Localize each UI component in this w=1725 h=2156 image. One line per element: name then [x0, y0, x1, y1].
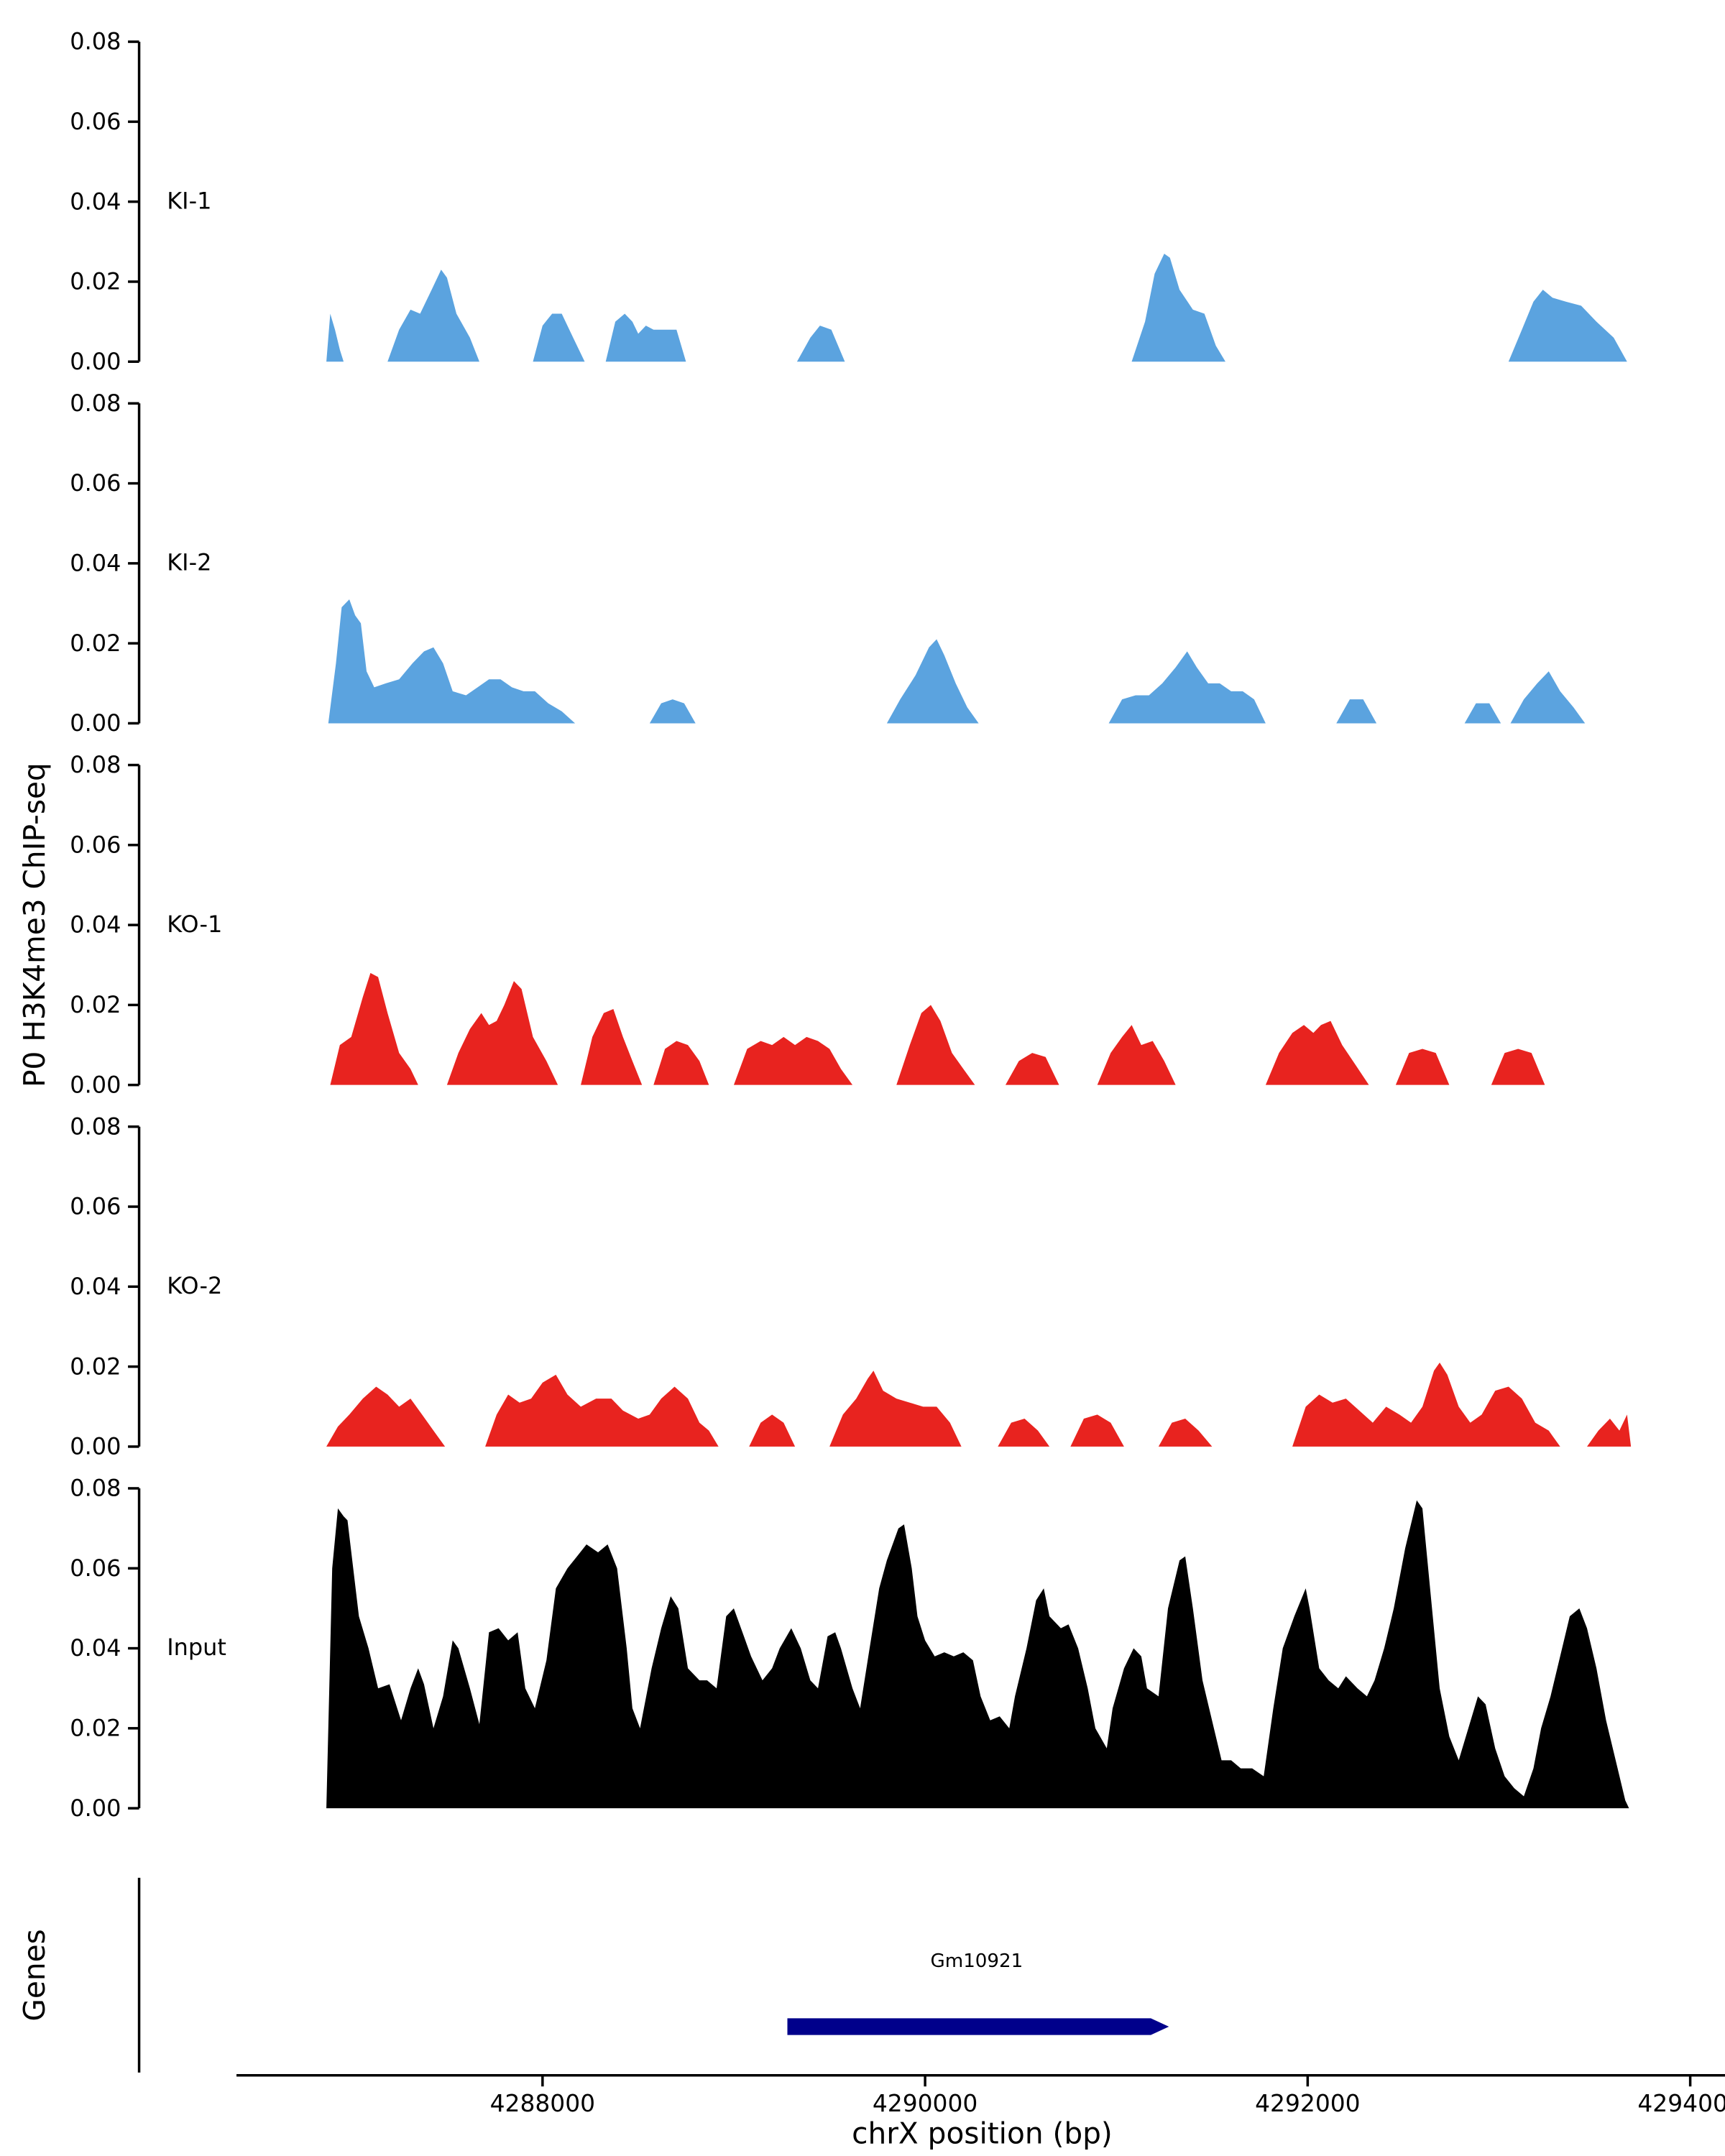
y-tick-label: 0.00	[70, 1433, 121, 1460]
y-tick-label: 0.08	[70, 1475, 121, 1502]
y-tick-label: 0.00	[70, 709, 121, 737]
y-tick-label: 0.00	[70, 1071, 121, 1098]
genes-panel-title: Genes	[17, 1929, 52, 2021]
y-tick-label: 0.08	[70, 1112, 121, 1140]
y-tick-label: 0.02	[70, 1353, 121, 1380]
y-tick-label: 0.06	[70, 108, 121, 135]
signal-area-ki-2	[328, 599, 1586, 724]
y-tick-label: 0.04	[70, 188, 121, 215]
y-tick-label: 0.04	[70, 1634, 121, 1662]
track-label-ko1: KO-1	[167, 911, 222, 938]
track-label-ko2: KO-2	[167, 1272, 222, 1299]
axes: 0.00 0.02 0.04 0.06 0.08 0.00 0.02 0.04 0.06 0.08…	[70, 28, 1725, 2117]
signal-areas	[326, 254, 1632, 1809]
y-tick-label: 0.02	[70, 1714, 121, 1741]
signal-area-ko-2	[326, 1363, 1632, 1447]
track-label-input: Input	[167, 1634, 226, 1661]
y-tick-label: 0.06	[70, 831, 121, 858]
y-tick-label: 0.08	[70, 28, 121, 55]
track-label-ki2: KI-2	[167, 549, 211, 576]
y-tick-label: 0.00	[70, 348, 121, 375]
gene-body	[787, 2018, 1169, 2035]
y-tick-label: 0.06	[70, 1554, 121, 1582]
y-tick-label: 0.04	[70, 911, 121, 939]
x-tick-label: 4292000	[1255, 2089, 1360, 2117]
y-tick-label: 0.02	[70, 991, 121, 1018]
y-tick-label: 0.02	[70, 268, 121, 295]
x-axis-title: chrX position (bp)	[852, 2116, 1113, 2151]
y-tick-label: 0.06	[70, 1193, 121, 1220]
x-tick-label: 4294000	[1637, 2089, 1725, 2117]
genes-track	[787, 2018, 1169, 2035]
y-tick-label: 0.04	[70, 550, 121, 577]
y-tick-label: 0.06	[70, 469, 121, 497]
signal-area-ki-1	[326, 254, 1627, 362]
x-tick-label: 4290000	[873, 2089, 978, 2117]
y-tick-label: 0.00	[70, 1795, 121, 1822]
y-tick-label: 0.04	[70, 1273, 121, 1300]
y-tick-label: 0.02	[70, 630, 121, 657]
y-tick-label: 0.08	[70, 390, 121, 417]
y-axis-title: P0 H3K4me3 ChIP-seq	[17, 763, 52, 1087]
y-tick-label: 0.08	[70, 751, 121, 778]
track-label-ki1: KI-1	[167, 187, 211, 214]
signal-area-input	[326, 1500, 1629, 1809]
gene-name-label: Gm10921	[931, 1950, 1024, 1972]
signal-area-ko-1	[330, 972, 1545, 1085]
x-tick-label: 4288000	[490, 2089, 595, 2117]
